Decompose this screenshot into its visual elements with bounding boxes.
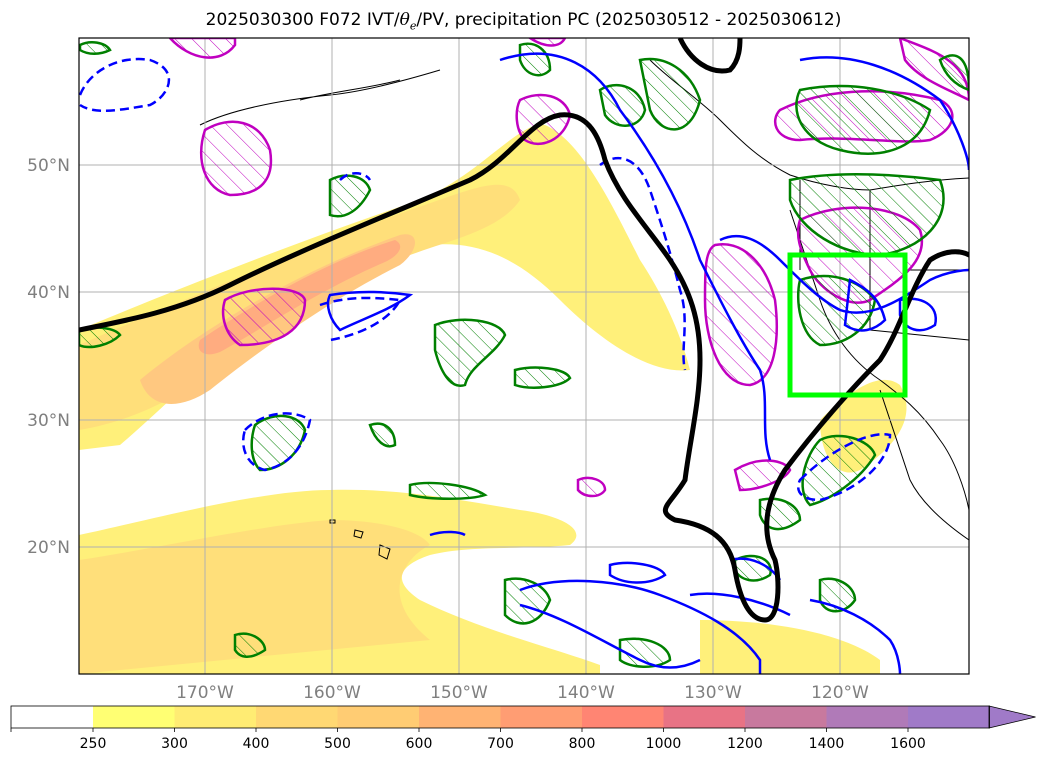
map-title: 2025030300 F072 IVT/θe/PV, precipitation… [0,10,1047,32]
colorbar-segment [174,706,257,728]
pv-2pvu-contour [79,112,969,623]
title-suffix: /PV, precipitation PC (2025030512 - 2025… [416,10,842,30]
lat-label: 40°N [27,283,70,303]
colorbar-tick-label: 1400 [809,736,845,752]
lon-label: 150°W [430,683,488,703]
colorbar: 250 300 400 500 600 700 800 1000 1200 1400 1600 [10,705,1036,752]
colorbar-tick-label: 500 [324,736,351,752]
colorbar-segment [419,706,501,728]
colorbar-segment [500,706,583,728]
pv-2pvu-contour-north [677,38,743,74]
colorbar-tick-label: 1000 [646,736,682,752]
theta-e-dashed-contours [79,57,892,502]
lon-label: 130°W [684,683,742,703]
lon-label: 160°W [303,683,361,703]
ivt-shade-250-sw [700,620,880,674]
map-frame [78,37,970,675]
lat-label: 20°N [27,538,70,558]
colorbar-segment [256,706,338,728]
colorbar-segment [337,706,420,728]
colorbar-segment [663,706,746,728]
colorbar-tick-label: 600 [406,736,433,752]
region-box [787,252,908,398]
colorbar-tick-label: 1200 [727,736,763,752]
lat-labels: 50°N 40°N 30°N 20°N [27,156,70,558]
colorbar-segment [582,706,664,728]
colorbar-segment [11,706,94,728]
ivt-shade-300-south [79,520,430,674]
lon-label: 120°W [811,683,869,703]
title-theta: θ [399,10,410,30]
lat-label: 30°N [27,411,70,431]
colorbar-segment [826,706,909,728]
colorbar-segment [745,706,827,728]
colorbar-tick-label: 250 [80,736,107,752]
lon-labels: 170°W 160°W 150°W 140°W 130°W 120°W [176,683,869,703]
title-subscript: e [409,19,417,33]
colorbar-tick-label: 400 [243,736,270,752]
colorbar-segment [93,706,175,728]
colorbar-tick-label: 300 [161,736,188,752]
lon-label: 140°W [557,683,615,703]
hawaii-islands [329,519,391,560]
lat-label: 50°N [27,156,70,176]
colorbar-segment [908,706,990,728]
baja-coast [879,389,969,541]
lon-label: 170°W [176,683,234,703]
colorbar-tick-label: 800 [569,736,596,752]
title-prefix: 2025030300 F072 IVT/ [205,10,400,30]
ivt-shade-250 [79,124,690,450]
colorbar-extend-arrow [988,705,1036,729]
colorbar-tick-label: 700 [487,736,514,752]
aleutian-coast [199,69,441,126]
map-layers [79,38,969,674]
colorbar-tick-label: 1600 [890,736,926,752]
